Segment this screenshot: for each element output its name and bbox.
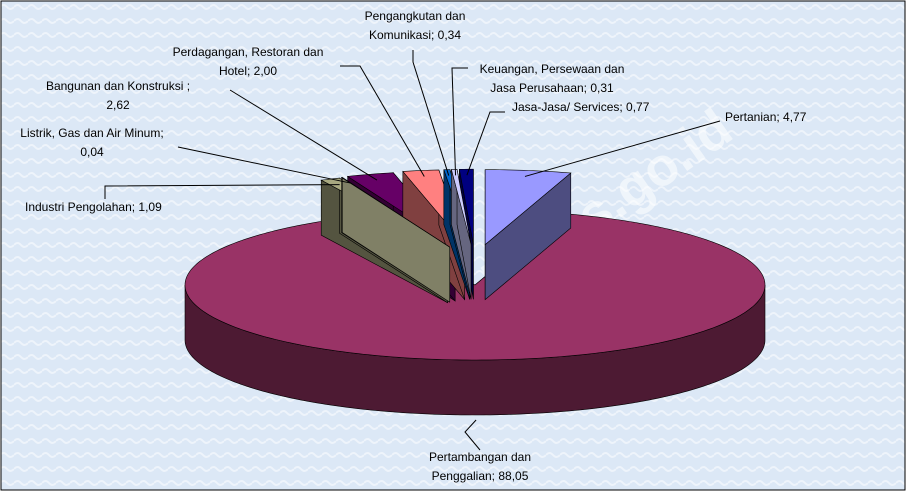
- leader-line: [340, 65, 425, 177]
- leader-line: [229, 89, 378, 181]
- data-label: Pengangkutan dan: [365, 9, 466, 23]
- leader-line: [451, 67, 468, 176]
- data-label: Listrik, Gas dan Air Minum;: [20, 126, 163, 140]
- slice-top: [484, 169, 572, 246]
- slice-top: [340, 177, 450, 248]
- data-label: 2,62: [106, 98, 130, 112]
- pie-slice: [484, 169, 572, 301]
- slice-top: [458, 168, 474, 245]
- data-label: Pertambangan dan: [429, 450, 531, 464]
- data-label: Pertanian; 4,77: [725, 110, 807, 124]
- data-label: Perdagangan, Restoran dan: [173, 45, 324, 59]
- data-label: Bangunan dan Konstruksi ;: [46, 79, 190, 93]
- data-label: Komunikasi; 0,34: [369, 28, 461, 42]
- data-label: Industri Pengolahan; 1,09: [25, 200, 162, 214]
- slice-top: [184, 213, 766, 361]
- data-label: Jasa Perusahaan; 0,31: [490, 81, 614, 95]
- data-label: Hotel; 2,00: [219, 64, 277, 78]
- leader-line: [412, 50, 450, 176]
- leader-line: [524, 120, 721, 177]
- leader-line: [104, 184, 340, 199]
- data-label: Keuangan, Persewaan dan: [480, 62, 625, 76]
- data-label: 0,04: [80, 145, 104, 159]
- leader-line: [466, 111, 505, 176]
- data-label: Jasa-Jasa/ Services; 0,77: [512, 100, 650, 114]
- pie-slice: [450, 169, 472, 300]
- data-label: Penggalian; 88,05: [432, 469, 529, 483]
- slice-top: [450, 169, 472, 245]
- pie-slice: [340, 176, 451, 303]
- leader-line: [177, 146, 351, 184]
- leader-line: [464, 419, 481, 451]
